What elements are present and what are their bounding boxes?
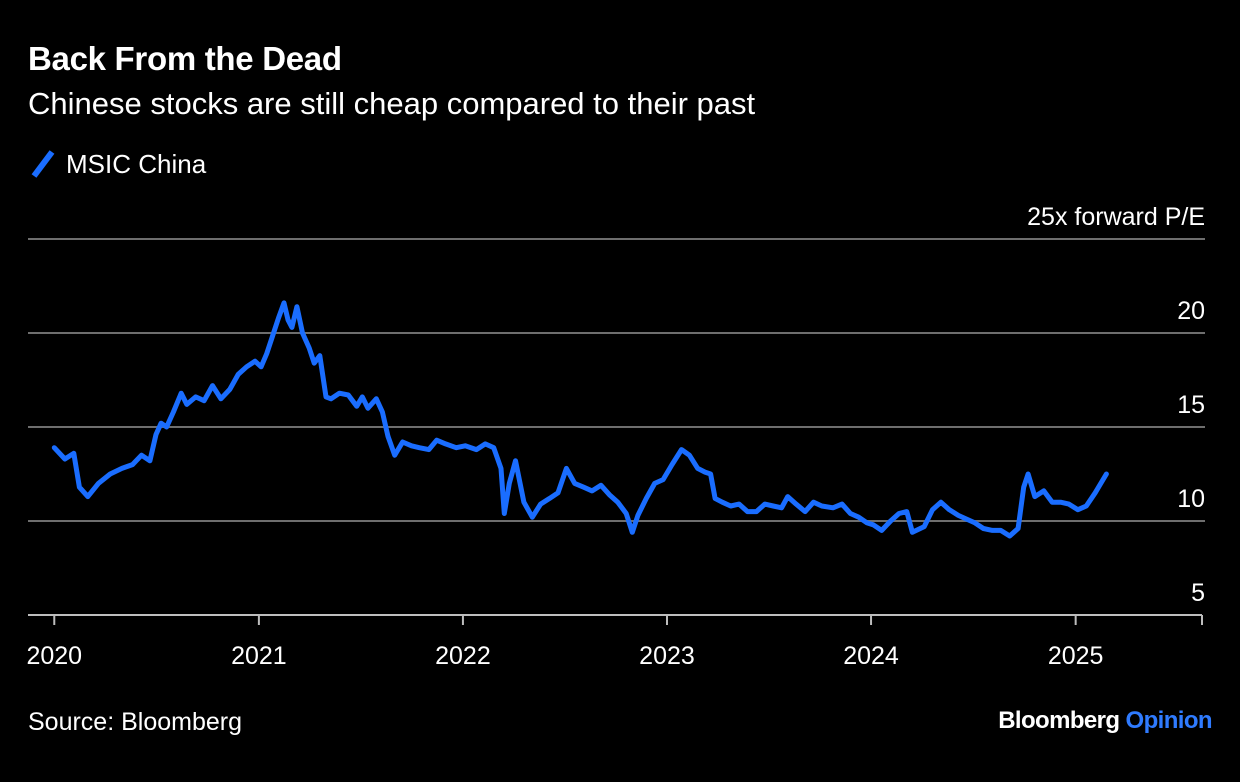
x-tick-label: 2020 (26, 642, 82, 670)
source-note: Source: Bloomberg (28, 708, 243, 736)
brand-suffix: Opinion (1125, 707, 1213, 734)
axis-ticks: 5 10 15 20 25x forward P/E 2020 2021 2022 2023 20… (26, 203, 1205, 670)
brand-name: Bloomberg (998, 707, 1120, 734)
y-tick-label: 15 (1177, 391, 1205, 419)
legend-swatch (31, 150, 55, 178)
legend: MSIC China (28, 147, 206, 181)
chart-title: Back From the Dead (28, 40, 342, 77)
brand-logo: Bloomberg Opinion (998, 707, 1212, 735)
x-tick-label: 2025 (1048, 642, 1104, 670)
chart-subtitle: Chinese stocks are still cheap compared … (28, 86, 756, 121)
y-tick-label: 25x forward P/E (1027, 203, 1205, 231)
legend-swatch-line (31, 150, 55, 178)
x-tick-label: 2021 (231, 642, 287, 670)
y-tick-label: 10 (1177, 485, 1205, 513)
x-tick-label: 2023 (639, 642, 695, 670)
x-tick-label: 2022 (435, 642, 491, 670)
y-tick-label: 5 (1191, 579, 1205, 607)
y-tick-label: 20 (1177, 297, 1205, 325)
x-tick-label: 2024 (843, 642, 899, 670)
legend-label: MSIC China (66, 148, 207, 179)
series-line-msic-china (51, 300, 1109, 539)
series-layer (51, 300, 1109, 539)
gridlines (28, 238, 1205, 616)
